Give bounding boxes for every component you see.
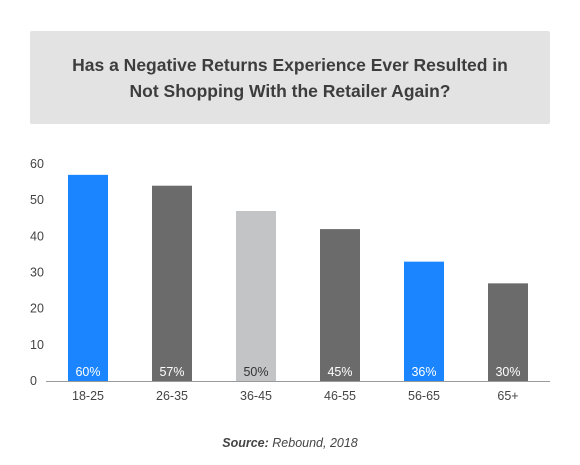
bar [152, 185, 192, 381]
y-tick-label: 10 [30, 338, 44, 352]
y-tick-label: 50 [30, 193, 44, 207]
y-tick-label: 30 [30, 266, 44, 280]
x-tick-label: 46-55 [324, 389, 356, 403]
bar [68, 174, 108, 381]
bar [320, 229, 360, 381]
y-tick-label: 20 [30, 302, 44, 316]
source-label: Source: [222, 436, 269, 450]
data-label: 45% [327, 365, 352, 379]
y-tick-label: 60 [30, 157, 44, 171]
data-label: 57% [159, 365, 184, 379]
chart-title: Has a Negative Returns Experience Ever R… [55, 52, 525, 104]
bar [236, 211, 276, 381]
chart-title-line-1: Has a Negative Returns Experience Ever R… [72, 54, 508, 75]
chart-title-box: Has a Negative Returns Experience Ever R… [30, 31, 550, 124]
x-tick-label: 36-45 [240, 389, 272, 403]
data-label: 36% [411, 365, 436, 379]
source-text: Rebound, 2018 [272, 436, 358, 450]
bar-chart: 0 10 20 30 40 50 60 60% 18-25 57% 26-35 50% 36-45 45%… [30, 157, 550, 403]
data-label: 50% [243, 365, 268, 379]
y-tick-label: 40 [30, 229, 44, 243]
data-label: 60% [75, 365, 100, 379]
x-tick-label: 56-65 [408, 389, 440, 403]
y-tick-label: 0 [30, 374, 37, 388]
bar [404, 261, 444, 381]
bar [488, 283, 528, 381]
x-tick-label: 26-35 [156, 389, 188, 403]
data-label: 30% [495, 365, 520, 379]
source-note: Source: Rebound, 2018 [0, 436, 580, 450]
x-tick-label: 65+ [497, 389, 518, 403]
chart-title-line-2: Not Shopping With the Retailer Again? [129, 80, 451, 101]
x-tick-label: 18-25 [72, 389, 104, 403]
